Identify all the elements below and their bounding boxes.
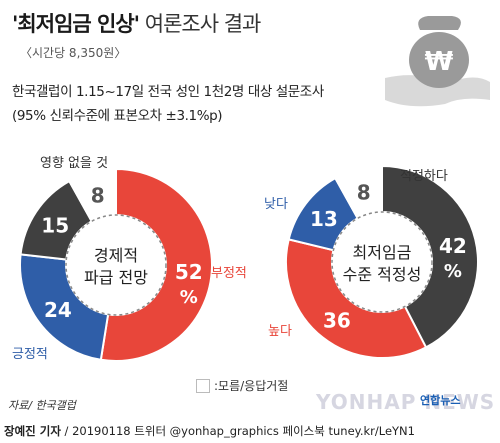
pie2-center-title-2: 수준 적정성 [343, 265, 422, 284]
legend-text: :모름/응답거절 [214, 379, 289, 393]
label-positive: 긍정적 [12, 347, 48, 362]
pie2-value-label-2: 13 [310, 207, 338, 231]
label-high: 높다 [268, 324, 292, 339]
label-adequate: 적정하다 [400, 169, 448, 184]
pie1-center [65, 214, 167, 316]
pie1-unit-label-0: % [180, 287, 198, 308]
byline-name: 장예진 기자 [4, 424, 61, 438]
legend: :모름/응답거절 [196, 377, 288, 394]
pie2-value-label-0: 42 [439, 234, 467, 258]
legend-swatch [196, 378, 210, 393]
pie1-center-title-2: 파급 전망 [84, 268, 148, 287]
pie1-value-label-0: 52 [175, 260, 203, 284]
pie2-center [331, 211, 433, 313]
label-low: 낮다 [264, 197, 288, 212]
won-symbol: ₩ [425, 47, 454, 77]
survey-line-2: (95% 신뢰수준에 표본오차 ±3.1%p) [12, 108, 223, 124]
pie2-value-label-1: 36 [323, 308, 351, 332]
watermark: YONHAP NEWS [316, 390, 496, 414]
pie2-unit-label-0: % [444, 261, 462, 282]
source: 자료/ 한국갤럽 [8, 399, 76, 412]
page-title: '최저임금 인상' 여론조사 결과 [12, 8, 262, 38]
subtitle: 〈시간당 8,350원〉 [20, 46, 127, 60]
pie2-center-title-1: 최저임금 [353, 243, 412, 262]
pie2-value-label-3: 8 [357, 180, 371, 204]
title-bold: '최저임금 인상' [12, 12, 140, 36]
pie1-value-label-2: 15 [41, 214, 69, 238]
label-negative: 부정적 [211, 266, 247, 281]
survey-line-1: 한국갤럽이 1.15~17일 전국 성인 1천2명 대상 설문조사 [12, 84, 324, 100]
money-bag-hand-icon: ₩ [385, 16, 490, 107]
label-no-effect: 영향 없을 것 [40, 156, 109, 171]
pie1-value-label-3: 8 [91, 183, 105, 207]
byline-rest: / 20190118 트위터 @yonhap_graphics 페이스북 tun… [60, 424, 415, 438]
watermark-small: 연합뉴스 [420, 394, 461, 407]
survey-description: 한국갤럽이 1.15~17일 전국 성인 1천2명 대상 설문조사 (95% 신… [12, 80, 324, 128]
pie1-value-label-1: 24 [44, 298, 72, 322]
title-rest: 여론조사 결과 [139, 12, 262, 36]
byline: 장예진 기자 / 20190118 트위터 @yonhap_graphics 페… [0, 420, 500, 443]
pie1-center-title-1: 경제적 [94, 246, 138, 265]
